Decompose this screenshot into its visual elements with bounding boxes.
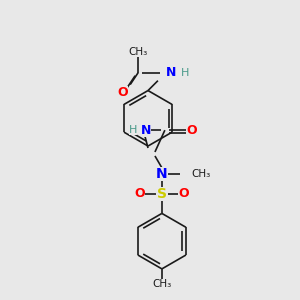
- Text: O: O: [186, 124, 197, 137]
- Text: CH₃: CH₃: [128, 47, 148, 57]
- Text: N: N: [141, 124, 151, 137]
- Text: S: S: [157, 187, 167, 201]
- Text: N: N: [166, 66, 176, 79]
- Text: O: O: [178, 187, 189, 200]
- Text: N: N: [156, 167, 168, 181]
- Text: H: H: [181, 68, 189, 78]
- Text: CH₃: CH₃: [152, 279, 172, 289]
- Text: H: H: [129, 125, 137, 135]
- Text: O: O: [117, 86, 128, 99]
- Text: CH₃: CH₃: [192, 169, 211, 179]
- Text: O: O: [135, 187, 146, 200]
